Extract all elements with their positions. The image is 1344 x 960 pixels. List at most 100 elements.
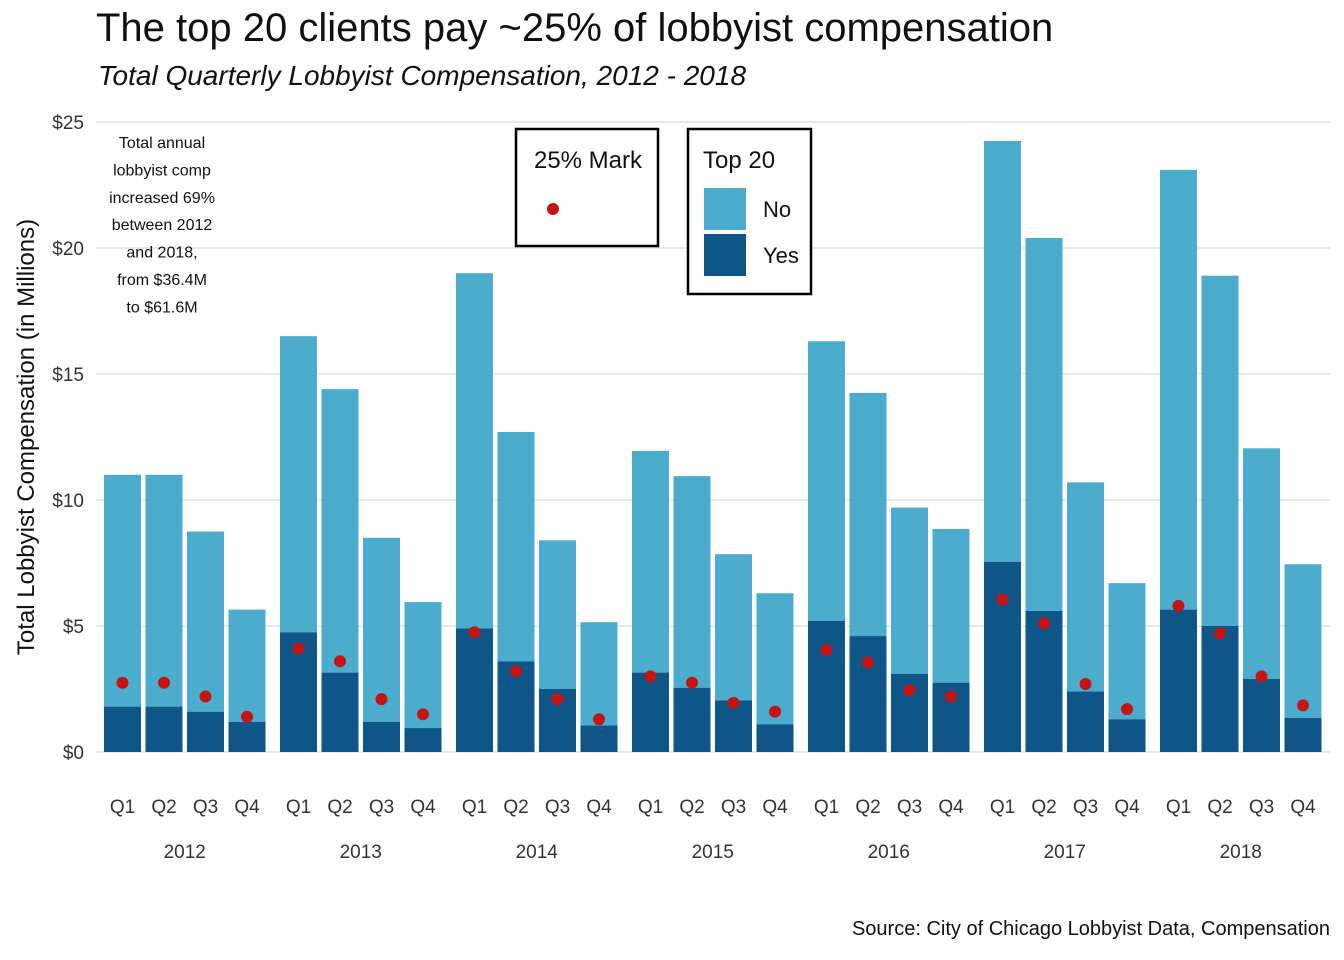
x-tick-year: 2015	[692, 842, 734, 863]
x-tick-quarter: Q1	[638, 797, 663, 818]
x-tick-year: 2014	[516, 842, 559, 863]
bar-yes	[580, 725, 618, 752]
y-tick-label: $10	[52, 491, 84, 512]
bar-yes	[104, 706, 141, 752]
annotation-line: to $61.6M	[126, 299, 197, 316]
mark-25pct-point	[1255, 670, 1268, 683]
x-year-labels: 2012 2013 2014 2015 2016 2017 2018	[164, 842, 1262, 863]
x-tick-year: 2012	[164, 842, 206, 863]
mark-25pct-point	[468, 626, 481, 639]
bar-yes	[187, 711, 224, 752]
bar-yes	[1284, 717, 1322, 752]
mark-25pct-point	[769, 705, 781, 718]
mark-25pct-point	[903, 684, 916, 697]
bar-no	[1243, 448, 1280, 679]
bar-yes	[321, 672, 359, 752]
x-tick-year: 2016	[868, 842, 910, 863]
bar-no	[1201, 275, 1239, 626]
x-tick-quarter: Q2	[1207, 797, 1232, 818]
x-tick-quarter: Q3	[1249, 797, 1274, 818]
mark-25pct-point	[996, 593, 1009, 606]
x-tick-quarter: Q4	[410, 797, 436, 818]
x-tick-quarter: Q1	[110, 797, 135, 818]
mark-25pct-point	[551, 693, 564, 706]
bar-yes	[1243, 678, 1280, 752]
x-tick-year: 2018	[1220, 842, 1262, 863]
x-tick-year: 2017	[1044, 842, 1086, 863]
legend-25pct-title: 25% Mark	[534, 147, 643, 174]
x-tick-quarter: Q1	[1166, 797, 1191, 818]
y-tick-label: $5	[63, 617, 84, 638]
mark-25pct-point	[292, 642, 305, 655]
bar-yes	[145, 706, 183, 752]
bar-no	[673, 476, 711, 688]
mark-25pct-point	[116, 676, 129, 689]
legend-no-swatch	[704, 188, 746, 230]
annotation-line: between 2012	[112, 217, 213, 234]
bar-yes	[1108, 719, 1146, 752]
annotation-line: from $36.4M	[117, 272, 207, 289]
y-tick-label: $0	[63, 743, 84, 764]
x-tick-quarter: Q4	[938, 797, 964, 818]
x-tick-quarter: Q1	[814, 797, 839, 818]
bar-yes	[1067, 691, 1104, 752]
mark-25pct-point	[862, 656, 874, 669]
mark-25pct-point	[945, 690, 957, 703]
legend-25pct: 25% Mark	[514, 127, 660, 248]
x-tick-quarter: Q4	[1114, 797, 1140, 818]
x-quarter-labels: Q1 Q2 Q3 Q4 Q1 Q2 Q3 Q4 Q1 Q2 Q3 Q4 Q1 Q2 Q3 Q4 Q1 Q2 Q3 Q4…	[110, 797, 1316, 818]
mark-25pct-point	[727, 696, 740, 709]
mark-25pct-point	[1079, 677, 1092, 690]
bar-no	[808, 341, 845, 621]
bar-no	[456, 273, 493, 629]
legend-25pct-marker	[547, 203, 559, 215]
mark-25pct-point	[1214, 627, 1226, 640]
legend-no-label: No	[763, 197, 791, 222]
bar-no	[145, 474, 183, 707]
bar-no	[891, 507, 928, 674]
y-tick-label: $15	[52, 365, 84, 386]
y-ticks: $0 $5 $10 $15 $20 $25	[52, 113, 84, 764]
bar-yes	[673, 687, 711, 752]
x-tick-quarter: Q1	[286, 797, 311, 818]
bar-no	[1025, 237, 1063, 611]
x-tick-quarter: Q2	[855, 797, 880, 818]
bar-yes	[228, 721, 266, 752]
x-tick-quarter: Q2	[151, 797, 176, 818]
bar-no	[104, 474, 141, 707]
annotation-line: lobbyist comp	[113, 162, 211, 179]
x-tick-quarter: Q3	[193, 797, 218, 818]
mark-25pct-point	[417, 708, 429, 721]
x-tick-quarter: Q4	[586, 797, 612, 818]
x-tick-quarter: Q3	[369, 797, 394, 818]
mark-25pct-point	[686, 676, 698, 689]
x-tick-year: 2013	[340, 842, 382, 863]
legend-top20: Top 20 No Yes	[686, 127, 813, 296]
bar-no	[228, 609, 266, 722]
bar-yes	[456, 628, 493, 752]
annotation-line: increased 69%	[109, 190, 215, 207]
bar-yes	[363, 721, 400, 752]
mark-25pct-point	[644, 670, 657, 683]
chart-subtitle: Total Quarterly Lobbyist Compensation, 2…	[98, 60, 747, 91]
x-tick-quarter: Q3	[1073, 797, 1098, 818]
bar-no	[404, 602, 442, 729]
x-tick-quarter: Q3	[721, 797, 746, 818]
bar-yes	[984, 561, 1021, 752]
bar-no	[497, 431, 535, 662]
x-tick-quarter: Q4	[234, 797, 260, 818]
annotation-note: Total annual lobbyist comp increased 69% be…	[109, 135, 215, 316]
bar-yes	[1025, 610, 1063, 752]
bar-yes	[808, 620, 845, 752]
bar-no	[321, 389, 359, 673]
x-tick-quarter: Q1	[462, 797, 487, 818]
bar-no	[984, 140, 1021, 562]
mark-25pct-point	[241, 710, 253, 723]
bar-no	[187, 531, 224, 712]
mark-25pct-point	[593, 713, 605, 726]
y-axis-label: Total Lobbyist Compensation (in Millions…	[13, 219, 40, 655]
legend-yes-label: Yes	[763, 243, 799, 268]
bar-no	[1284, 564, 1322, 718]
legend-yes-swatch	[704, 234, 746, 276]
